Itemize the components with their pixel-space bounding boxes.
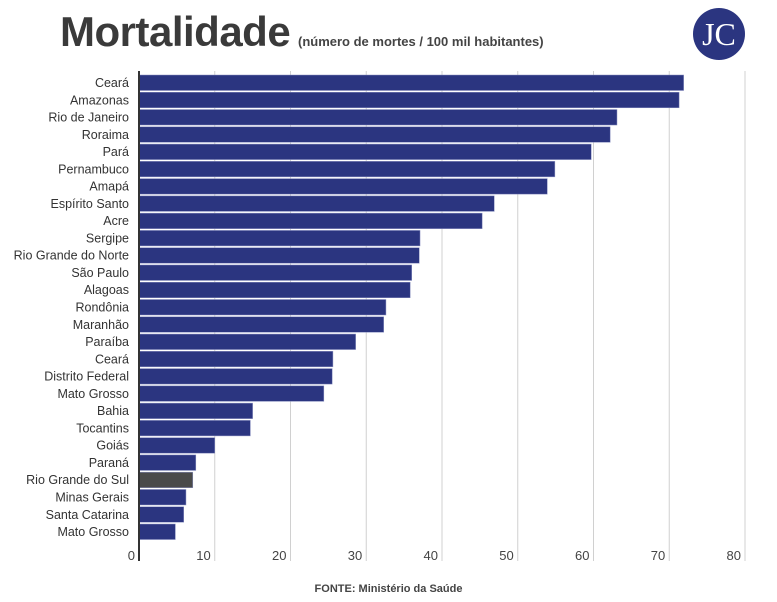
jc-logo: JC (693, 8, 745, 60)
x-tick-label: 80 (727, 548, 741, 563)
x-tick-label: 40 (424, 548, 438, 563)
category-label: Rio Grande do Sul (26, 473, 129, 487)
bar (138, 368, 333, 385)
bar (138, 109, 618, 126)
bar (138, 385, 325, 402)
bar (138, 506, 184, 523)
category-label: Alagoas (84, 283, 129, 297)
chart-subtitle: (número de mortes / 100 mil habitantes) (298, 34, 544, 49)
bar-chart: 0 10 20 30 40 50 60 70 80 Ceará Amazonas Rio de Jan… (14, 71, 746, 563)
bar (138, 143, 592, 160)
x-tick-label: 20 (272, 548, 286, 563)
bar (138, 195, 495, 212)
category-label: Maranhão (73, 318, 129, 332)
bar (138, 126, 611, 143)
bar (138, 281, 411, 298)
category-label: Rio de Janeiro (48, 111, 129, 125)
category-label: Ceará (95, 352, 129, 366)
x-tick-label: 50 (499, 548, 513, 563)
bar (138, 74, 684, 91)
bar (138, 92, 680, 109)
source-note: FONTE: Ministério da Saúde (314, 583, 463, 595)
category-label: Mato Grosso (57, 525, 129, 539)
bar (138, 333, 356, 350)
svg-text:JC: JC (702, 16, 736, 52)
bar (138, 351, 334, 368)
bar (138, 489, 187, 506)
category-label: Bahia (97, 404, 129, 418)
bar (138, 161, 556, 178)
category-label: Rio Grande do Norte (14, 249, 129, 263)
page-title: Mortalidade (60, 8, 291, 55)
category-label: Sergipe (86, 231, 129, 245)
bar (138, 247, 420, 264)
bar (138, 299, 387, 316)
category-label: Minas Gerais (55, 490, 129, 504)
category-label: Amapá (89, 180, 129, 194)
bar (138, 471, 194, 488)
bar (138, 437, 215, 454)
category-label: Pará (103, 145, 129, 159)
category-label: Rondônia (75, 301, 129, 315)
bar (138, 264, 412, 281)
category-label: Acre (103, 214, 129, 228)
bar (138, 402, 253, 419)
category-label: Distrito Federal (44, 370, 129, 384)
category-label: Goiás (96, 439, 129, 453)
x-tick-label: 60 (575, 548, 589, 563)
category-label: Ceará (95, 76, 129, 90)
category-label: São Paulo (71, 266, 129, 280)
bar (138, 523, 176, 540)
category-label: Amazonas (70, 93, 129, 107)
category-label: Tocantins (76, 421, 129, 435)
category-label: Mato Grosso (57, 387, 129, 401)
x-tick-label: 0 (128, 548, 135, 563)
bar (138, 212, 483, 229)
bar (138, 230, 421, 247)
x-tick-label: 30 (348, 548, 362, 563)
category-label: Roraima (82, 128, 129, 142)
category-label: Paraná (89, 456, 129, 470)
category-label: Espírito Santo (50, 197, 129, 211)
x-tick-label: 10 (196, 548, 210, 563)
category-label: Paraíba (85, 335, 129, 349)
bar (138, 316, 384, 333)
category-label: Santa Catarina (46, 508, 129, 522)
x-tick-label: 70 (651, 548, 665, 563)
bar (138, 454, 197, 471)
bar (138, 420, 251, 437)
bar (138, 178, 548, 195)
category-label: Pernambuco (58, 162, 129, 176)
